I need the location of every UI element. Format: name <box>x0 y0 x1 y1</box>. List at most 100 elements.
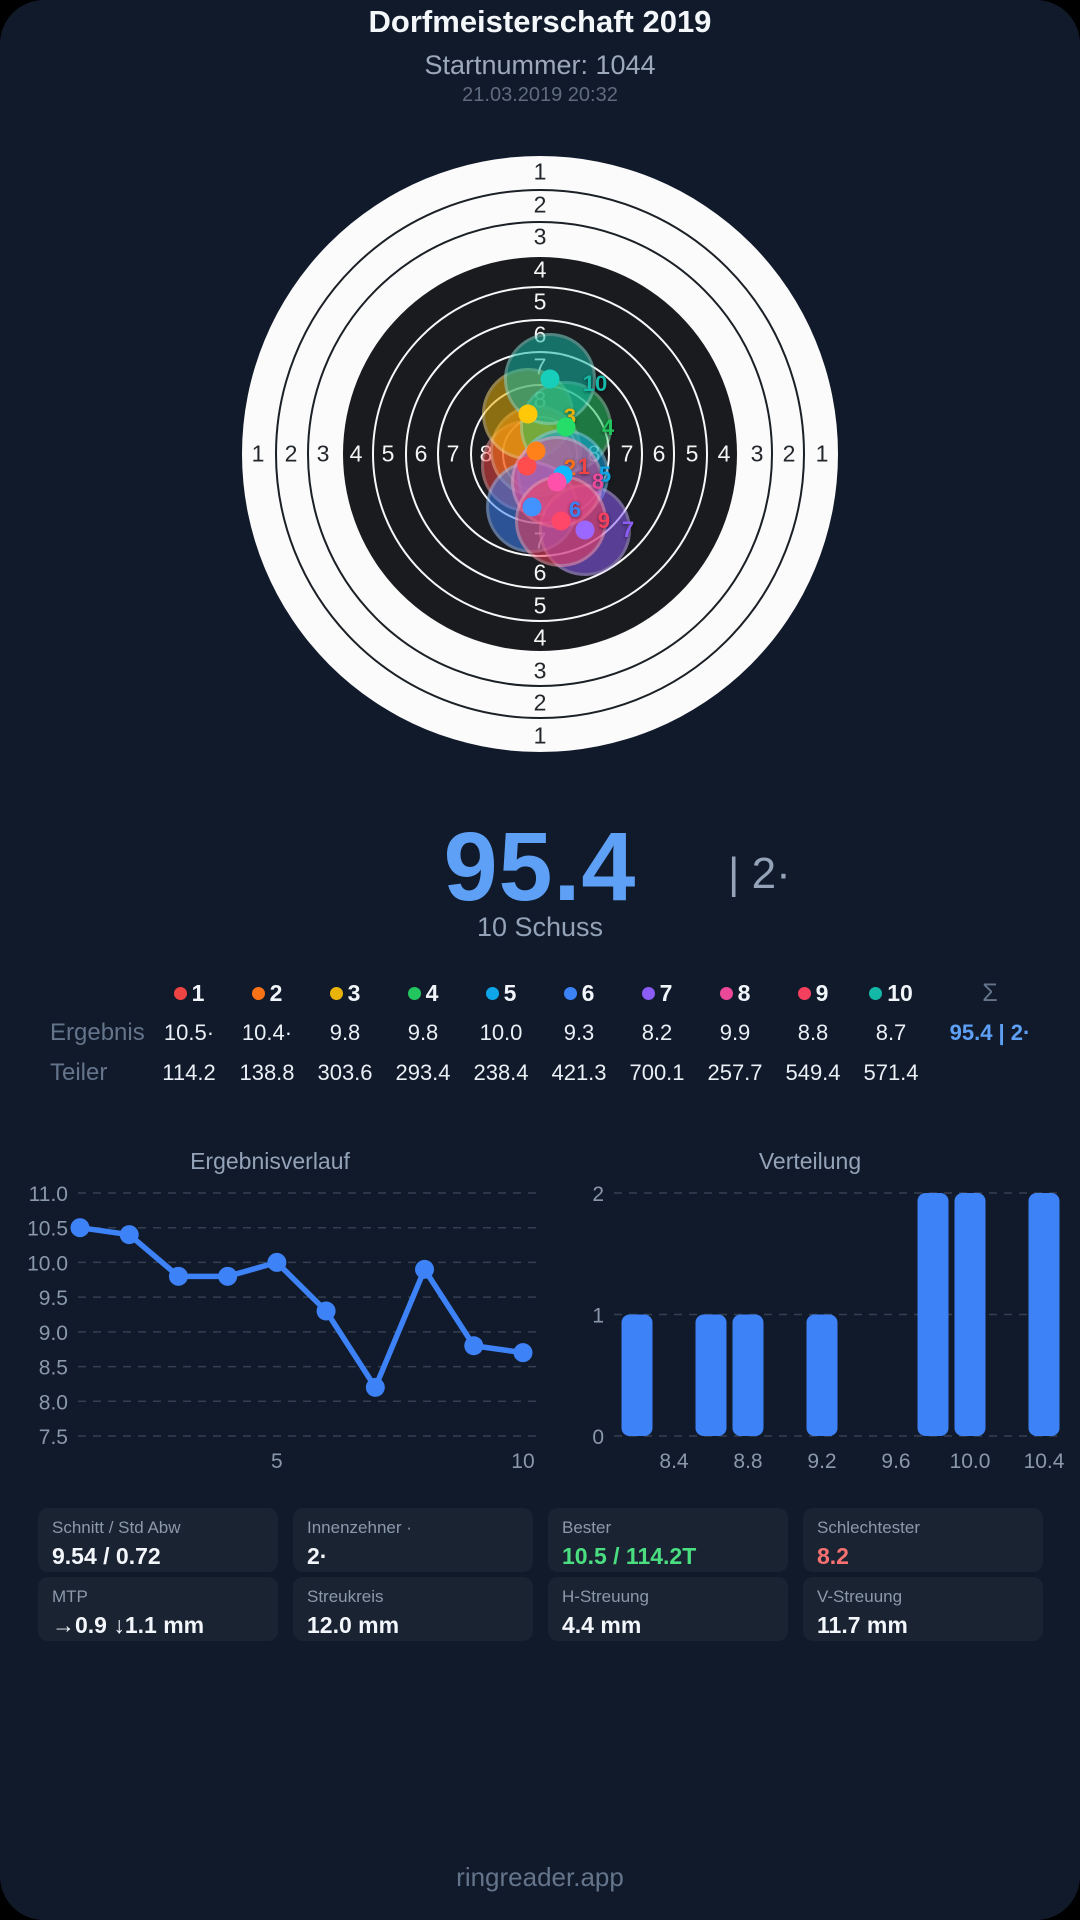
teiler-value-5: 238.4 <box>473 1060 529 1085</box>
ring-number: 3 <box>750 440 764 467</box>
line-point-5 <box>267 1252 287 1272</box>
shot-legend-8: 8 <box>696 981 774 1005</box>
ergebnis-value-8: 9.9 <box>719 1020 751 1045</box>
shot-center-1 <box>517 456 537 476</box>
teiler-value-2: 138.8 <box>239 1060 295 1085</box>
stat-card-label: Bester <box>562 1518 612 1537</box>
ergebnis-value-7: 8.2 <box>641 1020 673 1045</box>
line-chart-xtick: 10 <box>511 1450 534 1473</box>
legend-dot-icon <box>329 986 343 1000</box>
ring-number: 3 <box>316 440 330 467</box>
histogram-bar-10.4 <box>1028 1193 1060 1436</box>
ring-number: 4 <box>533 256 547 283</box>
shot-label-1: 1 <box>577 454 591 479</box>
legend-number: 1 <box>191 979 205 1006</box>
legend-number: 9 <box>815 979 829 1006</box>
target-ring-line <box>372 286 708 622</box>
legend-number: 5 <box>503 979 517 1006</box>
total-score: 95.4 <box>443 812 637 921</box>
shot-center-4 <box>556 417 576 437</box>
ergebnis-sum: 95.4 | 2· <box>949 1020 1031 1045</box>
shot-count-label: 10 Schuss <box>476 912 604 942</box>
shot-center-10 <box>540 369 560 389</box>
line-chart-ytick: 10.5 <box>27 1218 68 1241</box>
shot-legend-9: 9 <box>774 979 852 1006</box>
ergebnis-value-2: 10.4· <box>241 1020 293 1045</box>
page-title: Dorfmeisterschaft 2019 <box>368 4 712 39</box>
histogram-bar-8.6 <box>695 1314 727 1436</box>
line-point-4 <box>218 1266 238 1286</box>
inner-ten-suffix: | 2· <box>728 849 791 898</box>
legend-dot-icon <box>719 986 733 1000</box>
shot-center-6 <box>522 497 542 517</box>
histogram-bar-8.2 <box>621 1314 653 1436</box>
teiler-value-4: 293.4 <box>395 1060 451 1085</box>
stat-card-h-streuung: H-Streuung 4.4 mm <box>548 1577 788 1641</box>
teiler-value-1: 114.2 <box>162 1060 216 1085</box>
stat-card-label: Innenzehner · <box>307 1518 412 1537</box>
shot-center-9 <box>551 511 571 531</box>
shot-label-7: 7 <box>621 517 635 542</box>
ring-number: 4 <box>349 440 363 467</box>
line-point-7 <box>365 1377 385 1397</box>
shot-legend-10: 10 <box>852 981 930 1005</box>
histogram-bar-8.8 <box>732 1314 764 1436</box>
line-chart-ytick: 7.5 <box>39 1426 68 1449</box>
ring-number: 5 <box>685 440 699 467</box>
legend-dot-icon <box>869 986 883 1000</box>
ergebnis-value-1: 10.5· <box>163 1020 215 1045</box>
ring-number: 5 <box>533 288 547 315</box>
line-point-3 <box>168 1266 188 1286</box>
legend-dot-icon <box>407 986 421 1000</box>
line-point-8 <box>415 1259 435 1279</box>
bar-chart-ytick: 1 <box>592 1305 604 1328</box>
ring-number: 5 <box>381 440 395 467</box>
target-ring-line <box>307 221 773 687</box>
line-chart-ytick: 9.0 <box>39 1322 68 1345</box>
stat-card-label: MTP <box>52 1587 88 1606</box>
stat-card-value: 2· <box>307 1543 328 1570</box>
score-trend-line <box>77 1224 526 1391</box>
teiler-value-8: 257.7 <box>707 1060 763 1085</box>
ring-number: 6 <box>533 559 547 586</box>
stat-card-label: Schlechtester <box>817 1518 920 1537</box>
line-chart-ytick: 9.5 <box>39 1287 68 1310</box>
bar-chart-xtick: 9.2 <box>807 1450 836 1473</box>
ring-number: 1 <box>251 440 265 467</box>
line-chart-ytick: 11.0 <box>29 1183 68 1206</box>
line-point-2 <box>119 1225 139 1245</box>
legend-number: 7 <box>659 979 673 1006</box>
stat-card-bester: Bester 10.5 / 114.2T <box>548 1508 788 1572</box>
legend-dot-icon <box>641 986 655 1000</box>
stat-card-label: Streukreis <box>307 1587 384 1606</box>
legend-dot-icon <box>173 986 187 1000</box>
ring-number: 4 <box>717 440 731 467</box>
ring-number: 7 <box>620 440 634 467</box>
target-ring-line <box>275 189 805 719</box>
ring-number: 1 <box>815 440 829 467</box>
legend-number: 2 <box>269 979 283 1006</box>
legend-dot-icon <box>485 986 499 1000</box>
stat-card-schlechtester: Schlechtester 8.2 <box>803 1508 1043 1572</box>
bar-chart-xtick: 9.6 <box>881 1450 910 1473</box>
ergebnis-value-4: 9.8 <box>407 1020 439 1045</box>
legend-dot-icon <box>251 986 265 1000</box>
legend-number: 6 <box>581 979 595 1006</box>
shot-label-4: 4 <box>601 415 615 440</box>
ergebnis-value-5: 10.0 <box>479 1020 523 1045</box>
histogram-bar-9.8 <box>917 1193 949 1436</box>
stat-card-value: 10.5 / 114.2T <box>562 1543 697 1570</box>
stat-card-innenzehner: Innenzehner · 2· <box>293 1508 533 1572</box>
stat-card-value: 12.0 mm <box>307 1612 400 1639</box>
stat-card-schnitt-std-abw: Schnitt / Std Abw 9.54 / 0.72 <box>38 1508 278 1572</box>
line-point-6 <box>316 1301 336 1321</box>
teiler-value-3: 303.6 <box>317 1060 373 1085</box>
ring-number: 6 <box>652 440 666 467</box>
line-chart-title: Ergebnisverlauf <box>190 1148 350 1174</box>
ring-number: 5 <box>533 592 547 619</box>
shot-label-9: 9 <box>597 508 611 533</box>
shot-legend-4: 4 <box>384 981 462 1005</box>
legend-dot-icon <box>797 986 811 1000</box>
ergebnis-value-9: 8.8 <box>797 1020 829 1045</box>
